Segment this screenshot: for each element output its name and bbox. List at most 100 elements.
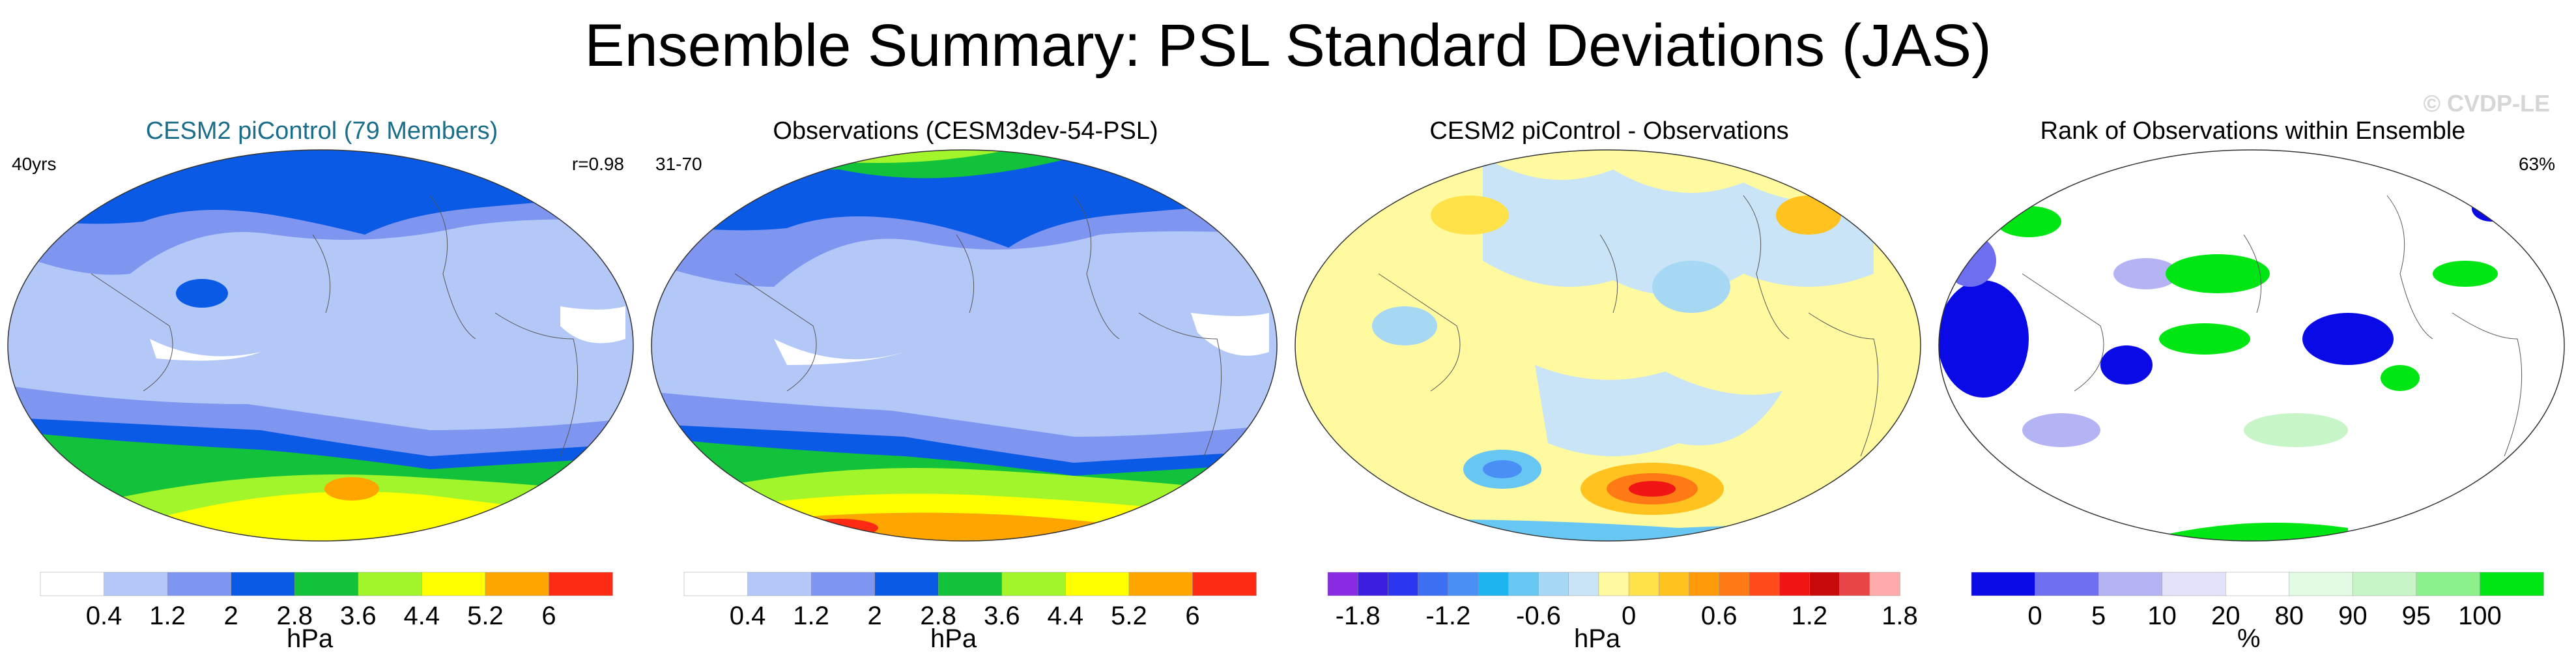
colorbar-swatch [1478, 572, 1510, 596]
field-cell [1483, 460, 1522, 478]
colorbar-swatch [1719, 572, 1750, 596]
colorbar-tick-label: 5.2 [467, 602, 504, 626]
colorbar-tick-label: 6 [1185, 602, 1199, 626]
colorbar-tick-label: 3.6 [984, 602, 1020, 626]
field-band-sh-orange [748, 512, 1178, 541]
colorbar-swatch [1749, 572, 1780, 596]
colorbar-tick-label: 0.6 [1701, 602, 1738, 626]
colorbar-swatch [1659, 572, 1690, 596]
colorbar-swatch [422, 572, 486, 596]
colorbar-swatch [2162, 572, 2226, 596]
colorbar-swatch [485, 572, 550, 596]
map-rank [1938, 149, 2565, 542]
colorbar: -1.8 -1.2 -0.6 0 0.6 1.2 1.8 [1327, 572, 1918, 626]
colorbar-tick-label: 0.4 [86, 602, 122, 626]
field-cell [1191, 313, 1269, 356]
colorbar-swatch [294, 572, 359, 596]
field-cell [324, 477, 379, 501]
colorbar-tick-label: 0 [1622, 602, 1636, 626]
colorbar-swatch [1809, 572, 1840, 596]
colorbar-swatch [1869, 572, 1900, 596]
colorbar-tick-label: 4.4 [1048, 602, 1084, 626]
field-cell [1535, 365, 1782, 456]
colorbar-swatch [937, 572, 1003, 596]
map-difference [1295, 149, 1921, 542]
colorbar-swatch [2289, 572, 2354, 596]
colorbar-tick-label: 5 [2091, 602, 2106, 626]
panel-right-label: 63% [2518, 154, 2555, 174]
colorbar-swatch [1357, 572, 1389, 596]
colorbar-swatch [1001, 572, 1066, 596]
field-cell [560, 306, 625, 343]
colorbar-unit: hPa [930, 624, 977, 653]
field-cell [1629, 481, 1676, 497]
field-cell [1431, 196, 1509, 235]
map-border [1295, 149, 1921, 542]
colorbar-swatch [810, 572, 876, 596]
colorbar-tick-label: 80 [2275, 602, 2304, 626]
field-cell [2113, 258, 2179, 289]
coastlines [2022, 195, 2523, 457]
colorbar-swatch [231, 572, 295, 596]
field-cell [2166, 254, 2270, 293]
map-border [651, 149, 1278, 542]
colorbar-tick-label: 0 [2027, 602, 2042, 626]
panel-title: Rank of Observations within Ensemble [2040, 117, 2466, 145]
colorbar-swatch [549, 572, 613, 596]
colorbar-swatch [1628, 572, 1660, 596]
colorbar-swatch [358, 572, 423, 596]
figure-title: Ensemble Summary: PSL Standard Deviation… [584, 12, 1992, 79]
colorbar-tick-label: 5.2 [1111, 602, 1147, 626]
colorbar-tick-label: 100 [2458, 602, 2502, 626]
field-cell [2381, 365, 2420, 391]
field-band-sh [1295, 519, 1921, 541]
field-cell [1372, 306, 1437, 345]
colorbar-tick-label: 10 [2147, 602, 2177, 626]
field-cell [2472, 196, 2511, 222]
colorbar-tick-label: 1.2 [149, 602, 186, 626]
colorbar-swatch [2353, 572, 2417, 596]
colorbar-swatch [2035, 572, 2099, 596]
colorbar-swatch [1065, 572, 1130, 596]
colorbar-swatch [1388, 572, 1419, 596]
colorbar-tick-label: -1.8 [1336, 602, 1381, 626]
colorbar-swatch [1448, 572, 1479, 596]
field-cell [176, 279, 228, 308]
colorbar-unit: hPa [1574, 624, 1621, 653]
colorbar-tick-label: 20 [2211, 602, 2240, 626]
field-cell [1483, 156, 1874, 295]
colorbar-swatch [2225, 572, 2290, 596]
colorbar-swatch [1971, 572, 2036, 596]
colorbar: 0.4 1.2 2 2.8 3.6 4.4 5.2 6 [40, 572, 613, 626]
colorbar-swatch [40, 572, 105, 596]
colorbar-tick-label: -0.6 [1516, 602, 1561, 626]
panel-rank: Rank of Observations within Ensemble 63%… [1931, 0, 2575, 670]
colorbar-swatch [1192, 572, 1257, 596]
field-cell [774, 339, 904, 365]
map-cesm2 [7, 149, 634, 542]
map-border [1938, 149, 2565, 542]
colorbar-tick-label: 95 [2402, 602, 2431, 626]
field-cell [1776, 196, 1841, 235]
colorbar-swatch [1128, 572, 1194, 596]
watermark: © CVDP-LE [2423, 90, 2550, 117]
colorbar-swatch [167, 572, 232, 596]
colorbar-swatch [1418, 572, 1449, 596]
colorbar-swatch [1598, 572, 1629, 596]
colorbar-swatch [1568, 572, 1599, 596]
panel-title: Observations (CESM3dev-54-PSL) [773, 117, 1158, 145]
colorbar-swatch [2480, 572, 2544, 596]
colorbar-swatch [104, 572, 168, 596]
colorbar-tick-label: -1.2 [1425, 602, 1470, 626]
colorbar-tick-label: 4.4 [404, 602, 440, 626]
panel-right-label: r=0.98 [571, 154, 624, 174]
colorbar-swatch [1689, 572, 1720, 596]
colorbar-tick-label: 2.8 [276, 602, 313, 626]
colorbar-swatch [683, 572, 749, 596]
colorbar-tick-label: 1.2 [793, 602, 829, 626]
field-cell [2433, 261, 2498, 287]
colorbar-tick-label: 1.8 [1882, 602, 1918, 626]
colorbar-swatch [1839, 572, 1870, 596]
panel-cesm2-picontrol: CESM2 piControl (79 Members) 40yrs r=0.9… [0, 0, 644, 670]
colorbar-tick-label: 6 [541, 602, 556, 626]
